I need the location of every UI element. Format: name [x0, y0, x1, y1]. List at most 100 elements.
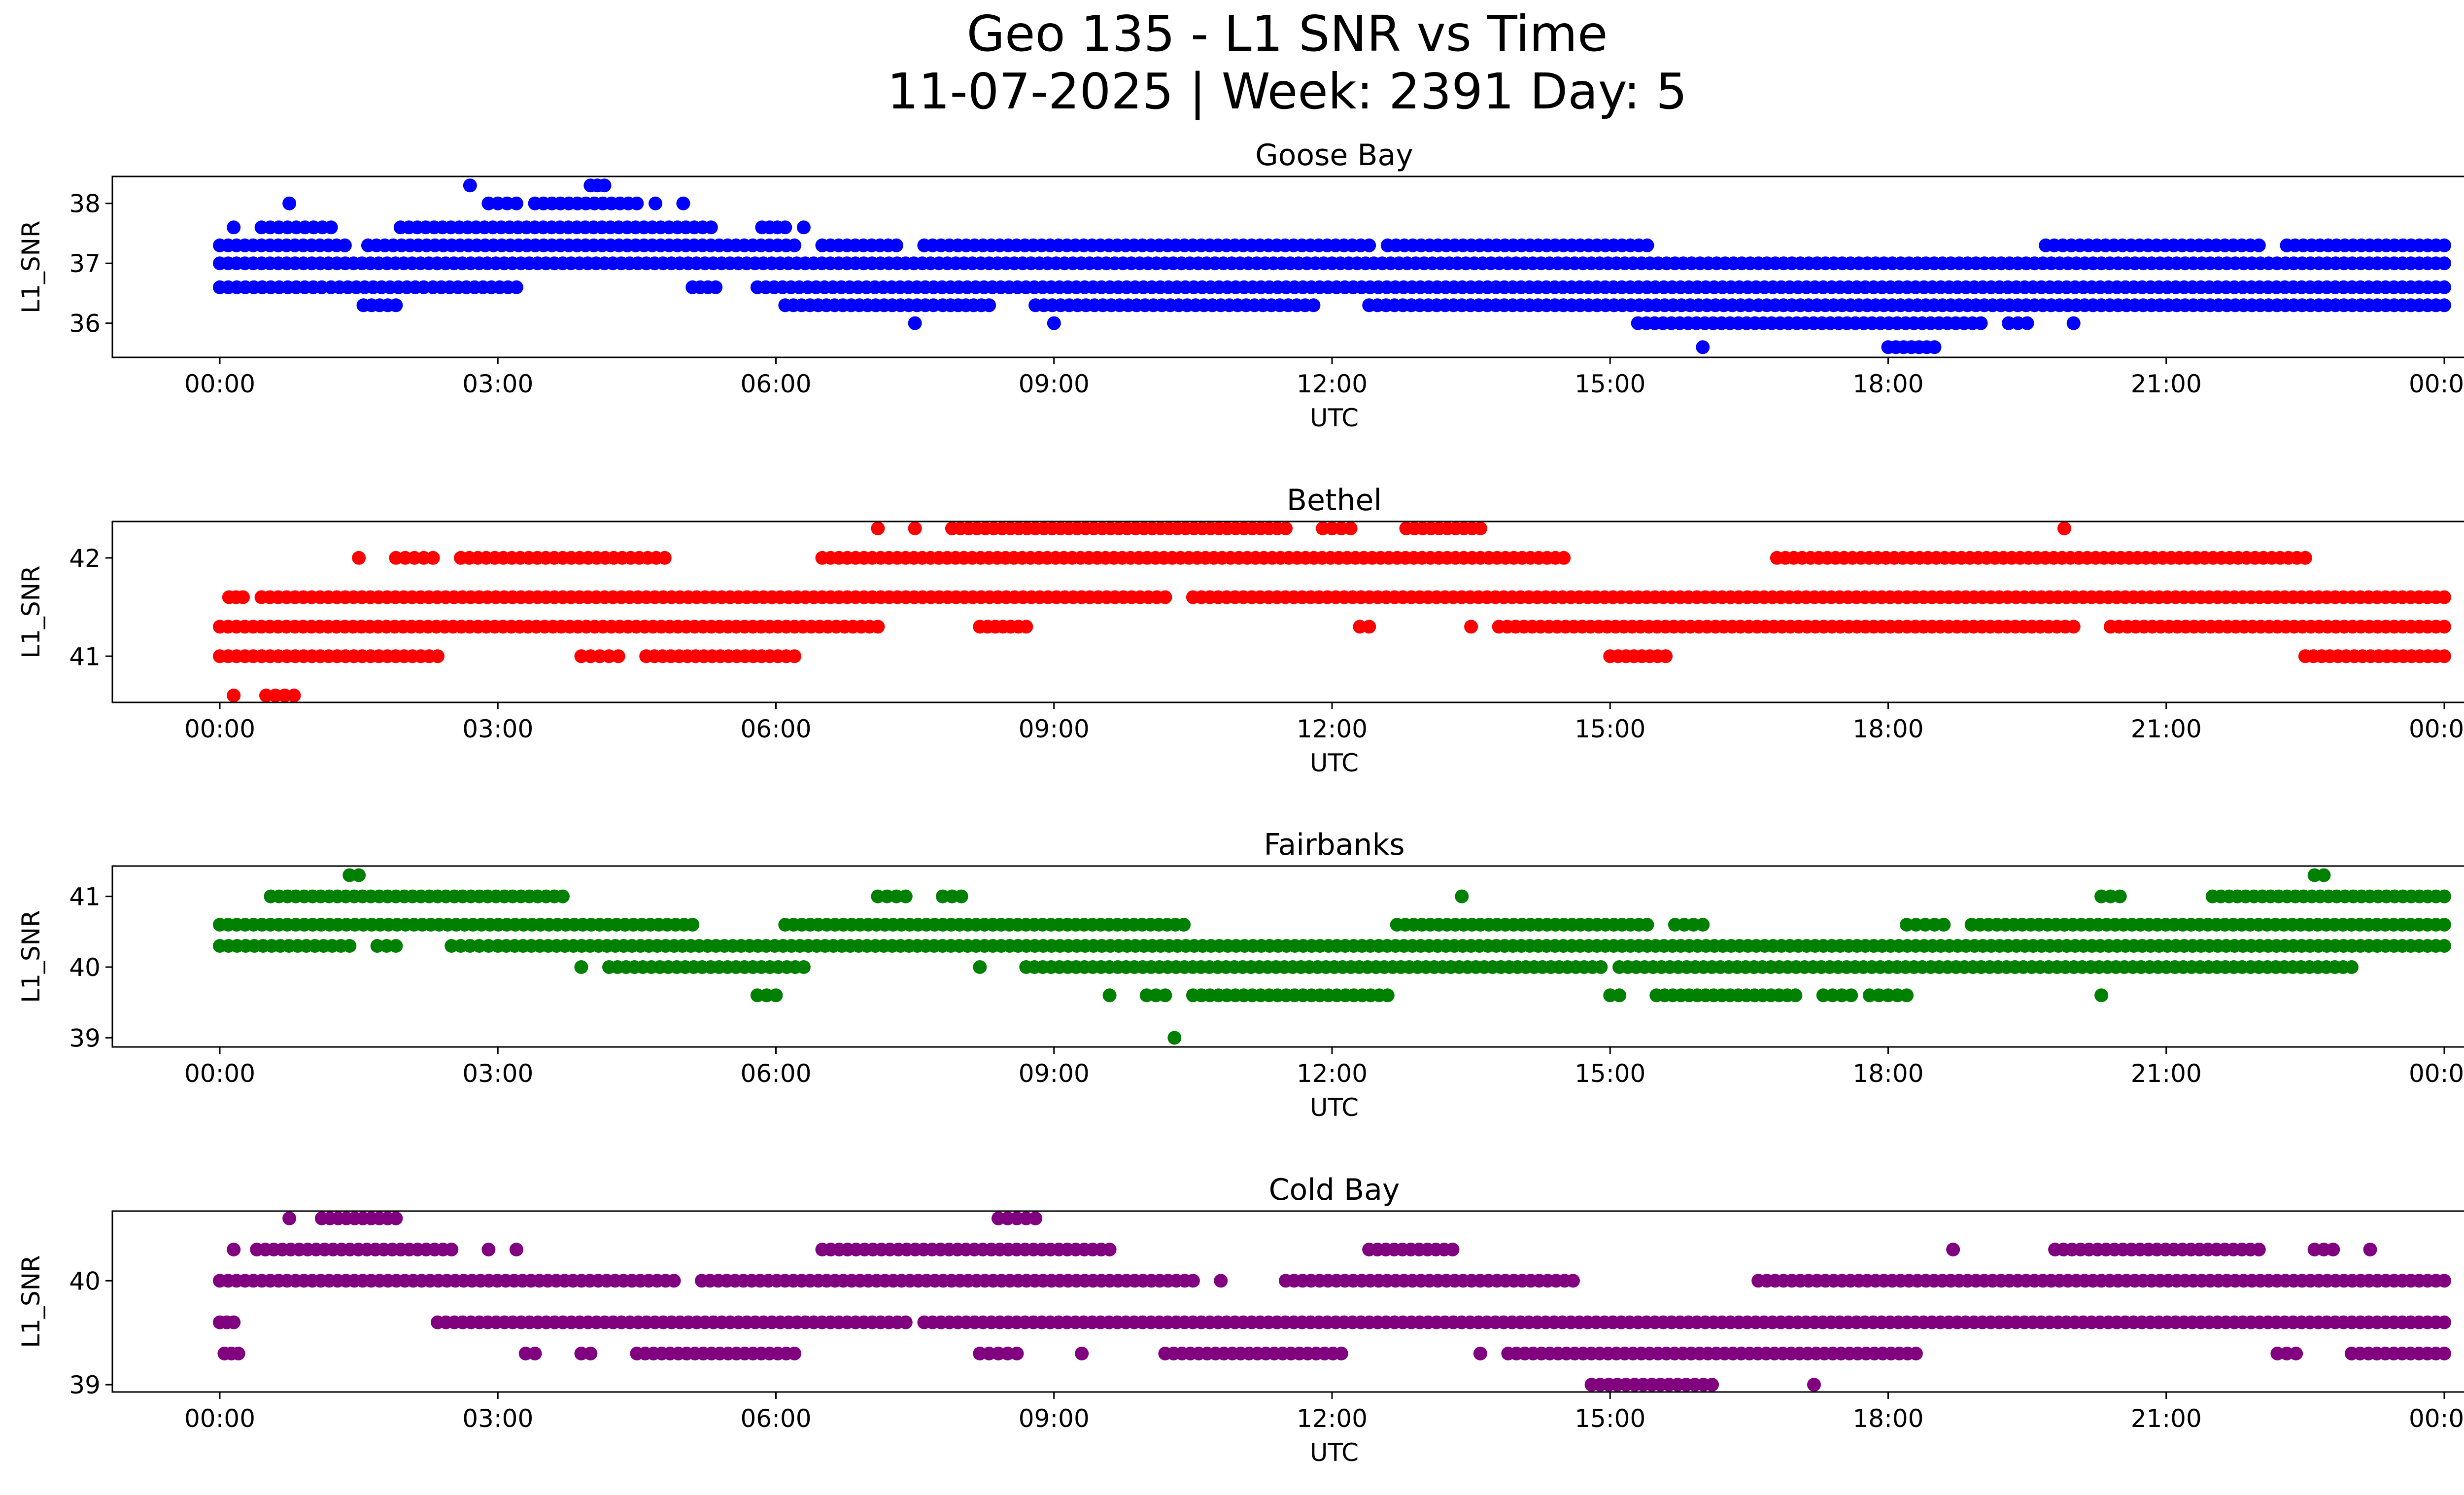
subplot-title: Goose Bay	[1255, 138, 1413, 173]
x-tick-label: 03:00	[462, 1059, 533, 1088]
data-point	[1306, 298, 1321, 313]
data-point	[1445, 1243, 1460, 1256]
data-point	[227, 1315, 241, 1329]
data-point	[657, 551, 672, 565]
data-point	[1937, 918, 1951, 932]
data-point	[282, 196, 297, 210]
data-point	[555, 889, 570, 904]
data-point	[778, 220, 792, 235]
x-axis-label: UTC	[1310, 749, 1359, 777]
data-point	[426, 551, 440, 565]
y-tick-label: 39	[69, 1371, 101, 1399]
x-tick-label: 12:00	[1297, 715, 1368, 743]
charts-container: Goose Bay 00:00 03:00 06:00 09:00 12:00 15:00 1…	[17, 138, 2464, 1467]
data-point	[1380, 988, 1395, 1003]
data-point	[1186, 1274, 1200, 1288]
data-point	[908, 522, 922, 535]
x-tick-label: 18:00	[1852, 370, 1923, 398]
data-point	[1473, 1347, 1487, 1360]
data-point	[463, 178, 477, 193]
data-point	[509, 1243, 523, 1256]
data-point	[649, 196, 662, 210]
y-tick-label: 38	[69, 190, 101, 218]
data-point	[1473, 522, 1487, 535]
x-tick-label: 09:00	[1019, 1059, 1090, 1088]
data-point	[1844, 988, 1858, 1003]
x-tick-label: 06:00	[740, 1404, 811, 1433]
data-point	[227, 689, 241, 702]
data-point	[796, 220, 811, 235]
data-point	[509, 196, 523, 210]
data-point	[1900, 988, 1914, 1003]
x-tick-label: 00:00	[2409, 1404, 2464, 1433]
data-point	[1640, 918, 1654, 932]
x-tick-label: 21:00	[2131, 1059, 2202, 1088]
x-tick-label: 06:00	[740, 1059, 811, 1088]
figure-title-line2: 11-07-2025 | Week: 2391 Day: 5	[887, 63, 1687, 120]
data-point	[1659, 649, 1673, 663]
data-point	[1019, 620, 1033, 634]
x-tick-label: 06:00	[740, 370, 811, 398]
y-tick-label: 41	[69, 883, 101, 911]
data-point	[2437, 1347, 2451, 1360]
data-point	[2289, 1347, 2303, 1360]
plot-frame	[111, 521, 2464, 703]
y-axis-label: L1_SNR	[17, 565, 45, 659]
x-tick-label: 00:00	[184, 715, 255, 743]
data-point	[787, 1347, 802, 1360]
figure-title-line1: Geo 135 - L1 SNR vs Time	[967, 5, 1608, 63]
x-tick-label: 03:00	[462, 715, 533, 743]
data-point	[583, 1347, 598, 1360]
data-point	[871, 522, 885, 535]
data-point	[2437, 620, 2451, 634]
data-point	[982, 298, 996, 313]
y-tick-label: 40	[69, 1267, 101, 1295]
data-point	[769, 988, 783, 1003]
x-tick-label: 15:00	[1574, 370, 1645, 398]
data-point	[709, 280, 723, 294]
y-axis-label: L1_SNR	[17, 220, 45, 313]
data-point	[1909, 1347, 1923, 1360]
data-point	[389, 1211, 403, 1225]
data-point	[287, 689, 301, 702]
data-point	[1612, 988, 1627, 1003]
x-tick-label: 06:00	[740, 715, 811, 743]
data-point	[1102, 988, 1117, 1003]
data-point	[2437, 298, 2451, 313]
data-point	[2437, 918, 2451, 932]
data-point	[2298, 551, 2312, 565]
x-tick-label: 21:00	[2131, 715, 2202, 743]
subplot-title: Cold Bay	[1269, 1173, 1400, 1207]
data-point	[2057, 522, 2071, 535]
subplot-title: Fairbanks	[1264, 828, 1405, 862]
data-point	[481, 1243, 496, 1256]
x-tick-label: 03:00	[462, 370, 533, 398]
y-tick-label: 41	[69, 642, 101, 671]
data-point	[2317, 868, 2331, 882]
data-point	[2437, 238, 2451, 252]
x-tick-label: 00:00	[2409, 1059, 2464, 1088]
data-point	[787, 238, 802, 252]
data-point	[1455, 889, 1469, 904]
data-point	[2094, 988, 2109, 1003]
data-point	[236, 590, 250, 604]
data-point	[1167, 1031, 1182, 1045]
data-point	[431, 649, 445, 663]
data-point	[1158, 988, 1172, 1003]
data-point	[1334, 1347, 1348, 1360]
data-point	[1696, 918, 1710, 932]
scatter-series	[213, 522, 2451, 702]
y-tick-label: 40	[69, 953, 101, 982]
data-point	[908, 316, 922, 330]
data-point	[1177, 918, 1191, 932]
data-point	[1696, 340, 1710, 354]
x-tick-label: 00:00	[184, 1059, 255, 1088]
data-point	[2437, 590, 2451, 604]
x-tick-label: 12:00	[1297, 1404, 1368, 1433]
data-point	[787, 649, 802, 663]
data-point	[2437, 280, 2451, 294]
x-tick-label: 12:00	[1297, 370, 1368, 398]
data-point	[898, 889, 913, 904]
data-point	[871, 620, 885, 634]
x-axis-label: UTC	[1310, 1093, 1359, 1122]
